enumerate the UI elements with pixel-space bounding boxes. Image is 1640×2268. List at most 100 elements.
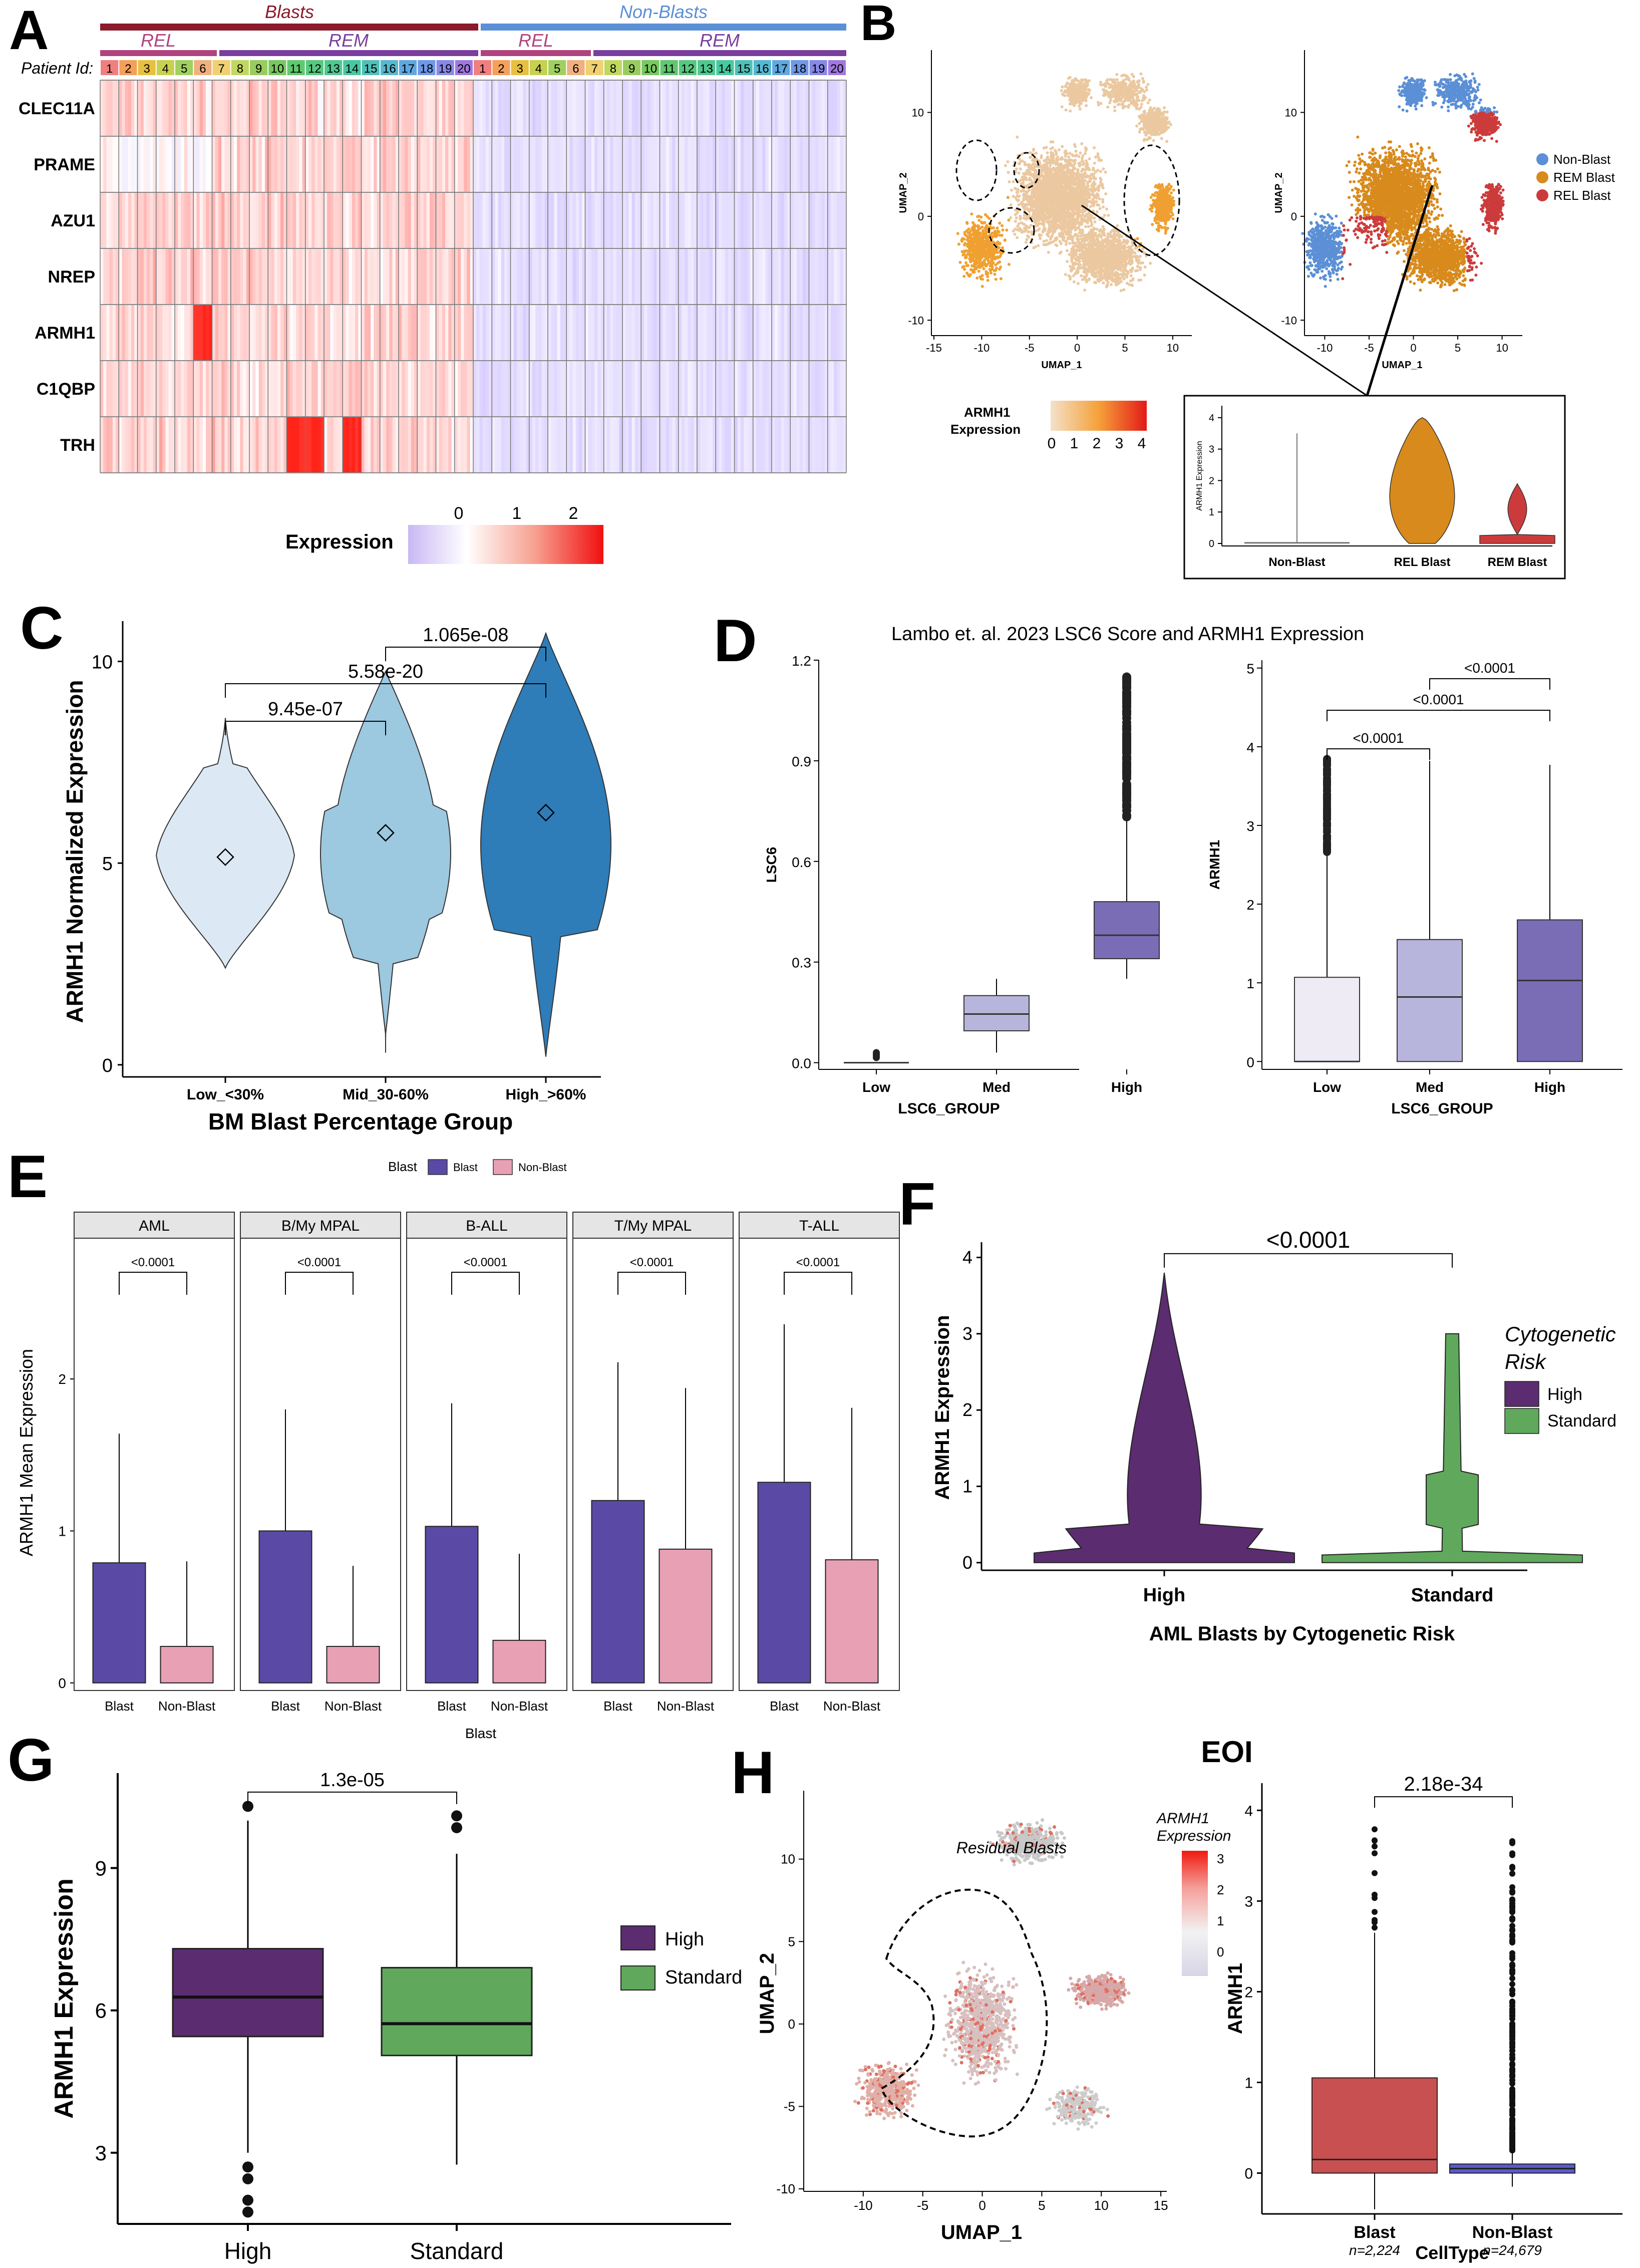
patient-cell (156, 60, 174, 75)
heat-cell (610, 192, 613, 248)
heat-cell (653, 248, 657, 305)
heat-cell (302, 305, 306, 361)
heat-cell (799, 305, 803, 361)
heat-cell (694, 417, 698, 473)
heat-cell (377, 80, 381, 136)
gene-label-PRAME: PRAME (34, 155, 95, 174)
heat-cell (713, 361, 716, 417)
heat-cell (150, 361, 154, 417)
umap-left-point (1024, 176, 1028, 180)
patient-cell (455, 60, 473, 75)
gene-label-TRH: TRH (60, 436, 95, 455)
heat-cell (134, 361, 138, 417)
heat-cell (787, 136, 791, 192)
heat-cell (473, 80, 477, 136)
umap-left-point (1098, 207, 1102, 210)
umap-left-point (1040, 175, 1043, 178)
umap-left-point (1049, 202, 1052, 205)
heat-cell (367, 305, 371, 361)
heat-cell (302, 417, 306, 473)
heat-cell (227, 417, 231, 473)
heat-cell (392, 136, 396, 192)
patient-id-4: 4 (162, 62, 169, 76)
heat-cell (703, 248, 707, 305)
heat-cell (116, 361, 119, 417)
heat-cell (439, 417, 443, 473)
heat-cell (190, 248, 194, 305)
heat-cell (265, 248, 268, 305)
heat-cell (143, 136, 147, 192)
umap-left-point (1031, 168, 1034, 171)
heat-cell (603, 361, 607, 417)
patient-cell (212, 60, 230, 75)
heat-cell (417, 361, 421, 417)
patient-id-10: 10 (644, 62, 658, 76)
heat-cell (572, 361, 576, 417)
umap-left-point (1078, 198, 1081, 201)
umap-left-point (1073, 180, 1076, 184)
heat-cell (150, 136, 154, 192)
heat-cell (622, 80, 626, 136)
heat-cell (106, 136, 110, 192)
heat-cell (433, 361, 437, 417)
heat-cell (473, 305, 477, 361)
umap-left-point (1038, 227, 1041, 230)
heat-cell (616, 305, 620, 361)
heat-cell (402, 305, 406, 361)
heat-cell (728, 136, 732, 192)
heat-cell (470, 80, 474, 136)
heat-cell (815, 361, 819, 417)
heat-cell (781, 305, 785, 361)
heat-cell (292, 248, 296, 305)
heat-cell (647, 192, 651, 248)
heat-cell (809, 305, 813, 361)
heat-cell (280, 248, 284, 305)
heat-cell (803, 417, 806, 473)
heat-cell (103, 136, 107, 192)
umap-left-point (1062, 207, 1066, 211)
umap-left-point (1018, 157, 1021, 161)
umap-left-point (1062, 232, 1065, 236)
heat-cell (100, 361, 104, 417)
umap-left-point (1061, 213, 1064, 217)
heat-cell (694, 305, 698, 361)
heat-cell (137, 80, 141, 136)
heat-cell (314, 136, 318, 192)
umap-left-point (1085, 174, 1088, 177)
heat-cell (479, 417, 483, 473)
heat-cell (784, 80, 788, 136)
heat-cell (523, 192, 527, 248)
heat-cell (175, 136, 178, 192)
heat-cell (740, 248, 744, 305)
heat-cell (246, 136, 250, 192)
umap-left-point (1066, 195, 1069, 198)
heat-cell (346, 248, 350, 305)
heat-cell (308, 305, 312, 361)
patient-id-5: 5 (554, 62, 560, 76)
heat-cell (268, 80, 272, 136)
heat-cell (340, 192, 343, 248)
heat-cell (417, 80, 421, 136)
heat-cell (691, 417, 695, 473)
heat-cell (725, 192, 729, 248)
heat-cell (504, 305, 508, 361)
heat-cell (725, 305, 729, 361)
heat-cell (233, 417, 237, 473)
heat-cell (812, 248, 816, 305)
heat-cell (317, 305, 321, 361)
heat-cell (196, 417, 200, 473)
patient-id-label: Patient Id: (21, 59, 93, 77)
heat-cell (663, 305, 667, 361)
umap-left-point (1107, 214, 1110, 217)
heat-cell (175, 361, 178, 417)
heat-cell (389, 136, 393, 192)
heat-cell (112, 136, 116, 192)
heat-cell (274, 248, 278, 305)
patient-id-14: 14 (719, 62, 732, 76)
heat-cell (268, 248, 272, 305)
umap-left-point (1050, 189, 1053, 192)
heat-cell (541, 417, 545, 473)
heat-cell (361, 305, 365, 361)
heat-cell (289, 248, 293, 305)
